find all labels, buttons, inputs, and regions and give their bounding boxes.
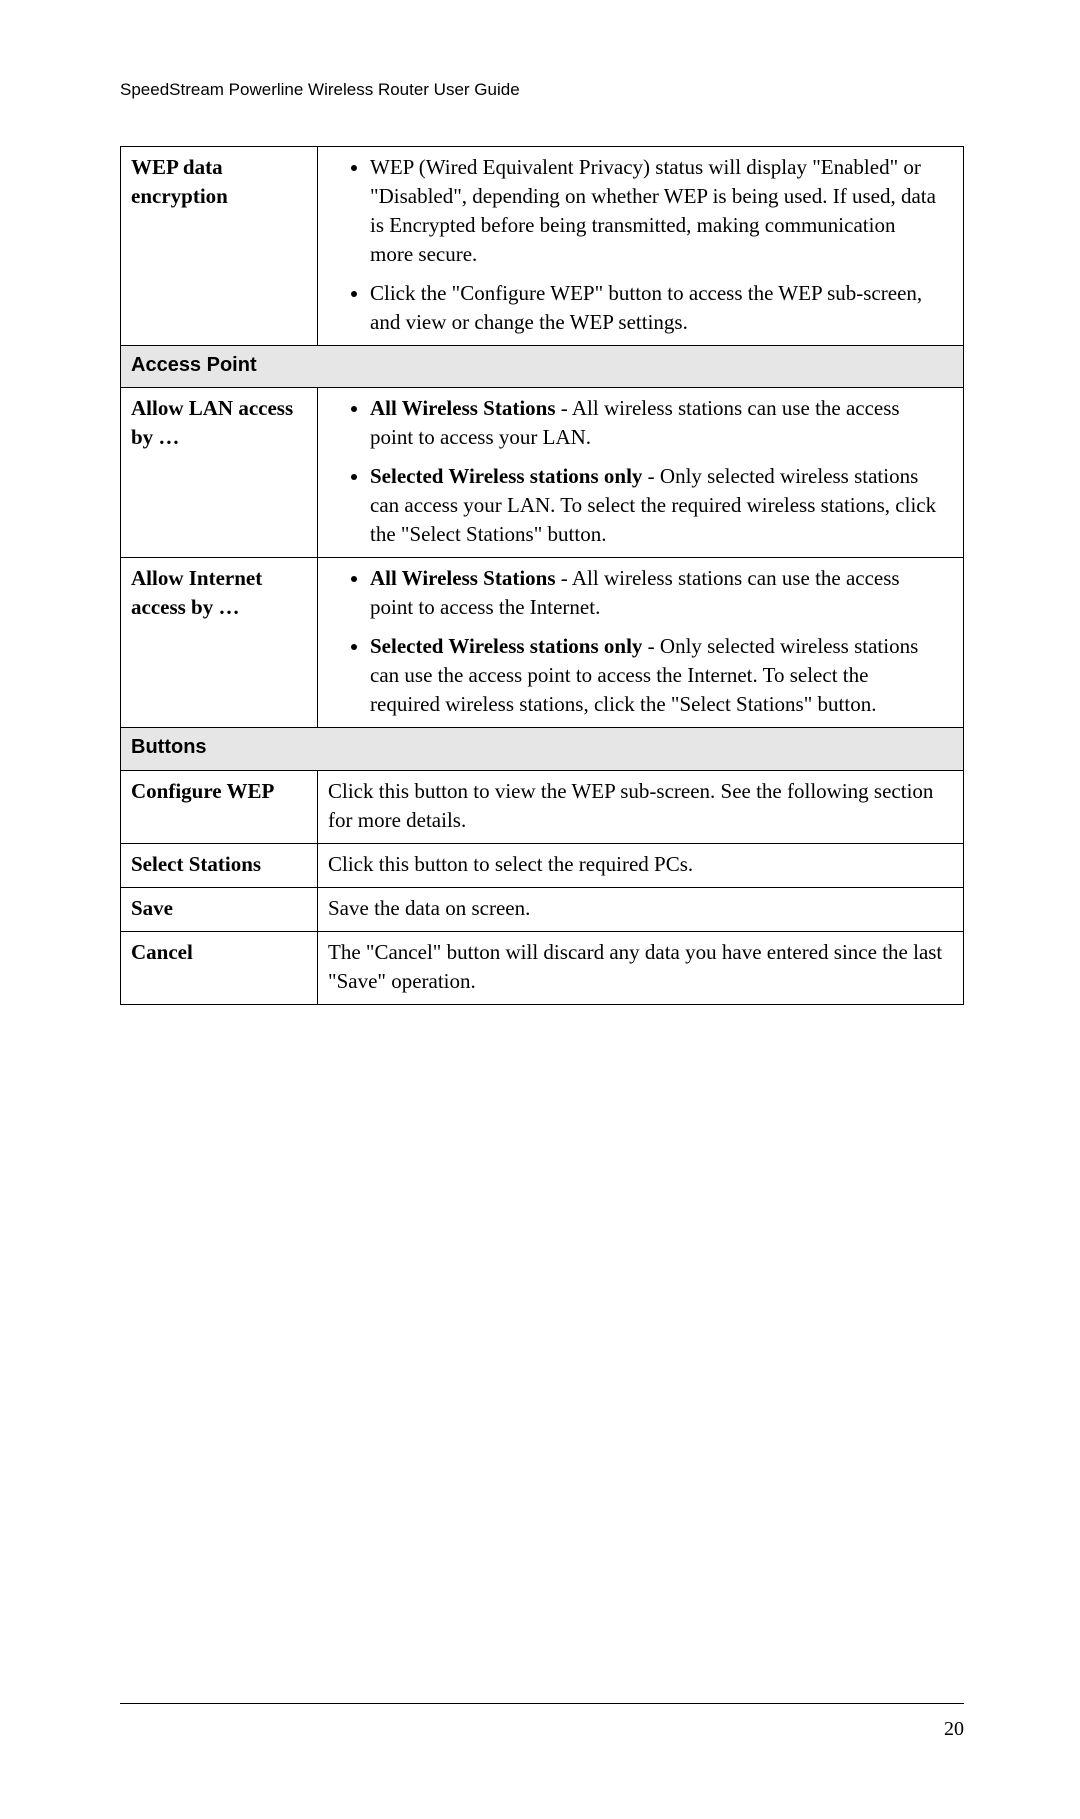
page: SpeedStream Powerline Wireless Router Us… [0, 0, 1080, 1819]
label-configure-wep: Configure WEP [121, 770, 318, 843]
section-access-point: Access Point [121, 345, 964, 388]
bullet-item: WEP (Wired Equivalent Privacy) status wi… [370, 153, 953, 279]
desc-configure-wep: Click this button to view the WEP sub-sc… [318, 770, 964, 843]
label-allow-lan: Allow LAN access by … [121, 388, 318, 558]
label-cancel: Cancel [121, 931, 318, 1004]
bullet-item: All Wireless Stations - All wireless sta… [370, 394, 953, 462]
row-configure-wep: Configure WEP Click this button to view … [121, 770, 964, 843]
bold-text: All Wireless Stations [370, 396, 556, 420]
label-wep-encryption: WEP data encryption [121, 147, 318, 346]
bold-text: All Wireless Stations [370, 566, 556, 590]
label-save: Save [121, 887, 318, 931]
page-number: 20 [944, 1718, 964, 1741]
desc-allow-internet: All Wireless Stations - All wireless sta… [318, 558, 964, 728]
label-select-stations: Select Stations [121, 843, 318, 887]
desc-wep-encryption: WEP (Wired Equivalent Privacy) status wi… [318, 147, 964, 346]
bullet-item: Selected Wireless stations only - Only s… [370, 632, 953, 719]
label-allow-internet: Allow Internet access by … [121, 558, 318, 728]
row-allow-internet: Allow Internet access by … All Wireless … [121, 558, 964, 728]
bullet-item: All Wireless Stations - All wireless sta… [370, 564, 953, 632]
section-buttons: Buttons [121, 728, 964, 771]
section-header-buttons: Buttons [121, 728, 964, 771]
bullet-list: WEP (Wired Equivalent Privacy) status wi… [328, 153, 953, 337]
desc-allow-lan: All Wireless Stations - All wireless sta… [318, 388, 964, 558]
settings-table: WEP data encryption WEP (Wired Equivalen… [120, 146, 964, 1005]
footer-rule [120, 1703, 964, 1704]
bullet-item: Click the "Configure WEP" button to acce… [370, 279, 953, 337]
running-header: SpeedStream Powerline Wireless Router Us… [120, 80, 520, 100]
desc-save: Save the data on screen. [318, 887, 964, 931]
desc-cancel: The "Cancel" button will discard any dat… [318, 931, 964, 1004]
bullet-list: All Wireless Stations - All wireless sta… [328, 564, 953, 719]
section-header-access-point: Access Point [121, 345, 964, 388]
row-wep-encryption: WEP data encryption WEP (Wired Equivalen… [121, 147, 964, 346]
row-save: Save Save the data on screen. [121, 887, 964, 931]
bullet-item: Selected Wireless stations only - Only s… [370, 462, 953, 549]
row-allow-lan: Allow LAN access by … All Wireless Stati… [121, 388, 964, 558]
row-select-stations: Select Stations Click this button to sel… [121, 843, 964, 887]
row-cancel: Cancel The "Cancel" button will discard … [121, 931, 964, 1004]
bold-text: Selected Wireless stations only [370, 464, 642, 488]
bullet-list: All Wireless Stations - All wireless sta… [328, 394, 953, 549]
desc-select-stations: Click this button to select the required… [318, 843, 964, 887]
bold-text: Selected Wireless stations only [370, 634, 642, 658]
